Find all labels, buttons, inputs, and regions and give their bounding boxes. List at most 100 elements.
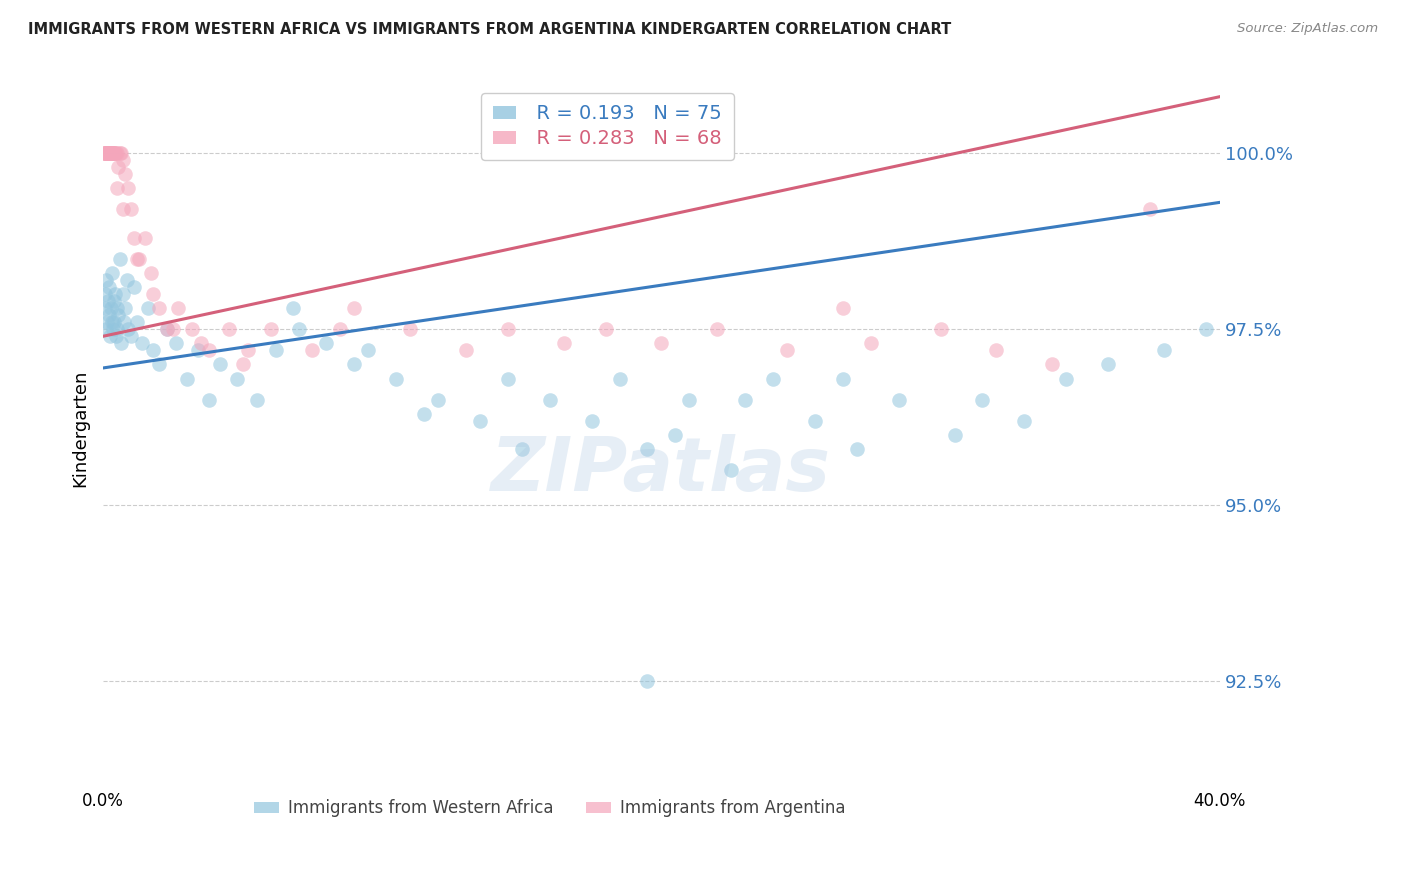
Point — [301, 343, 323, 358]
Point — [117, 181, 139, 195]
Point — [134, 230, 156, 244]
Point — [110, 336, 132, 351]
Text: IMMIGRANTS FROM WESTERN AFRICA VS IMMIGRANTS FROM ARGENTINA KINDERGARTEN CORRELA: IMMIGRANTS FROM WESTERN AFRICA VS IMMIGR… — [28, 22, 952, 37]
Point — [510, 442, 533, 456]
Point — [181, 322, 204, 336]
Point — [238, 343, 260, 358]
Point — [845, 442, 868, 456]
Point — [101, 146, 124, 161]
Y-axis label: Kindergarten: Kindergarten — [72, 369, 89, 486]
Point — [650, 336, 672, 351]
Point — [100, 315, 122, 329]
Point — [122, 280, 145, 294]
Point — [98, 146, 121, 161]
Point — [986, 343, 1008, 358]
Point — [103, 315, 125, 329]
Point — [100, 301, 122, 315]
Point — [609, 371, 631, 385]
Point — [804, 414, 827, 428]
Point — [120, 202, 142, 217]
Point — [226, 371, 249, 385]
Point — [122, 230, 145, 244]
Point — [100, 146, 122, 161]
Point — [101, 322, 124, 336]
Point — [104, 146, 127, 161]
Point — [115, 273, 138, 287]
Point — [315, 336, 337, 351]
Point — [165, 336, 187, 351]
Point — [287, 322, 309, 336]
Text: Source: ZipAtlas.com: Source: ZipAtlas.com — [1237, 22, 1378, 36]
Point — [93, 301, 115, 315]
Point — [762, 371, 785, 385]
Point — [538, 392, 561, 407]
Point — [104, 287, 127, 301]
Point — [1054, 371, 1077, 385]
Point — [128, 252, 150, 266]
Point — [706, 322, 728, 336]
Point — [198, 343, 221, 358]
Point — [105, 181, 128, 195]
Point — [399, 322, 422, 336]
Point — [104, 146, 127, 161]
Point — [148, 301, 170, 315]
Point — [117, 322, 139, 336]
Point — [553, 336, 575, 351]
Point — [105, 322, 128, 336]
Point — [734, 392, 756, 407]
Point — [929, 322, 952, 336]
Point — [97, 146, 120, 161]
Point — [637, 442, 659, 456]
Point — [105, 301, 128, 315]
Point — [94, 287, 117, 301]
Point — [98, 329, 121, 343]
Point — [125, 315, 148, 329]
Point — [190, 336, 212, 351]
Point — [496, 371, 519, 385]
Point — [131, 336, 153, 351]
Point — [281, 301, 304, 315]
Point — [176, 371, 198, 385]
Point — [120, 329, 142, 343]
Point — [1097, 358, 1119, 372]
Point — [156, 322, 179, 336]
Point — [94, 146, 117, 161]
Point — [108, 146, 131, 161]
Point — [96, 273, 118, 287]
Point — [385, 371, 408, 385]
Point — [972, 392, 994, 407]
Point — [264, 343, 287, 358]
Point — [100, 146, 122, 161]
Point — [887, 392, 910, 407]
Point — [329, 322, 352, 336]
Point — [110, 146, 132, 161]
Point — [94, 322, 117, 336]
Point — [859, 336, 882, 351]
Point — [104, 329, 127, 343]
Point — [103, 293, 125, 308]
Point — [98, 308, 121, 322]
Point — [111, 202, 134, 217]
Point — [1139, 202, 1161, 217]
Point — [142, 343, 165, 358]
Point — [198, 392, 221, 407]
Point — [831, 301, 853, 315]
Point — [108, 252, 131, 266]
Point — [139, 266, 162, 280]
Point — [97, 146, 120, 161]
Point — [1014, 414, 1036, 428]
Point — [664, 428, 686, 442]
Point — [97, 280, 120, 294]
Point — [1153, 343, 1175, 358]
Point — [107, 308, 129, 322]
Point — [94, 146, 117, 161]
Point — [96, 146, 118, 161]
Point — [94, 146, 117, 161]
Legend: Immigrants from Western Africa, Immigrants from Argentina: Immigrants from Western Africa, Immigran… — [246, 791, 853, 826]
Point — [101, 266, 124, 280]
Point — [637, 674, 659, 689]
Point — [1222, 202, 1244, 217]
Point — [105, 146, 128, 161]
Point — [209, 358, 232, 372]
Point — [148, 358, 170, 372]
